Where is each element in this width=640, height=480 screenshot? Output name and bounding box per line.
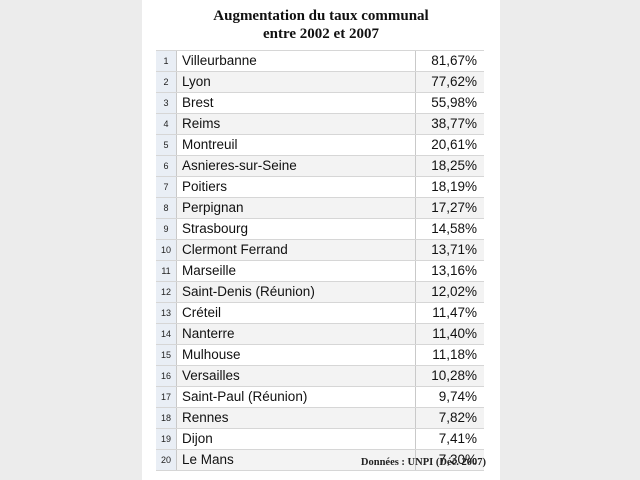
row-number: 3: [156, 93, 177, 113]
city-name: Mulhouse: [177, 345, 416, 365]
table-row: 5 Montreuil 20,61%: [156, 135, 484, 156]
rate-increase-value: 18,25%: [431, 158, 477, 173]
row-number: 13: [156, 303, 177, 323]
rate-increase-value: 12,02%: [431, 284, 477, 299]
city-name: Dijon: [177, 429, 416, 449]
table-row: 16 Versailles 10,28%: [156, 366, 484, 387]
table-row: 4 Reims 38,77%: [156, 114, 484, 135]
table-row: 6 Asnieres-sur-Seine 18,25%: [156, 156, 484, 177]
rate-increase-value: 11,47%: [432, 305, 477, 320]
row-number: 2: [156, 72, 177, 92]
row-number: 4: [156, 114, 177, 134]
city-name: Saint-Paul (Réunion): [177, 387, 416, 407]
row-number: 18: [156, 408, 177, 428]
row-number: 9: [156, 219, 177, 239]
rate-increase-value: 38,77%: [431, 116, 477, 131]
table-row: 11 Marseille 13,16%: [156, 261, 484, 282]
rate-increase-value: 10,28%: [431, 368, 477, 383]
row-number: 16: [156, 366, 177, 386]
table-row: 15 Mulhouse 11,18%: [156, 345, 484, 366]
row-number: 6: [156, 156, 177, 176]
table-row: 3 Brest 55,98%: [156, 93, 484, 114]
table-row: 9 Strasbourg 14,58%: [156, 219, 484, 240]
table-row: 17 Saint-Paul (Réunion) 9,74%: [156, 387, 484, 408]
table-row: 10 Clermont Ferrand 13,71%: [156, 240, 484, 261]
rate-increase-value: 55,98%: [431, 95, 477, 110]
city-name: Rennes: [177, 408, 416, 428]
row-number: 12: [156, 282, 177, 302]
city-name: Le Mans: [177, 450, 416, 470]
table-row: 14 Nanterre 11,40%: [156, 324, 484, 345]
city-name: Villeurbanne: [177, 51, 416, 71]
title-line-2: entre 2002 et 2007: [263, 26, 379, 42]
page-title: Augmentation du taux communal entre 2002…: [142, 7, 500, 43]
rate-increase-value: 13,71%: [431, 242, 477, 257]
city-name: Brest: [177, 93, 416, 113]
row-number: 19: [156, 429, 177, 449]
ranking-table: 1 Villeurbanne 81,67% 2 Lyon 77,62% 3 Brest 55,9…: [156, 50, 484, 471]
row-number: 8: [156, 198, 177, 218]
title-line-1: Augmentation du taux communal: [213, 8, 429, 24]
row-number: 15: [156, 345, 177, 365]
table-row: 7 Poitiers 18,19%: [156, 177, 484, 198]
source-note: Données : UNPI (Déc. 2007): [360, 457, 486, 468]
row-number: 14: [156, 324, 177, 344]
rate-increase-value: 7,82%: [438, 410, 477, 425]
rate-increase-value: 20,61%: [431, 137, 477, 152]
row-number: 1: [156, 51, 177, 71]
rate-increase-value: 14,58%: [431, 221, 477, 236]
table-row: 18 Rennes 7,82%: [156, 408, 484, 429]
row-number: 7: [156, 177, 177, 197]
table-row: 2 Lyon 77,62%: [156, 72, 484, 93]
city-name: Montreuil: [177, 135, 416, 155]
table-row: 8 Perpignan 17,27%: [156, 198, 484, 219]
rate-increase-value: 11,18%: [432, 347, 477, 362]
document-sheet: Augmentation du taux communal entre 2002…: [142, 0, 500, 480]
city-name: Reims: [177, 114, 416, 134]
rate-increase-value: 18,19%: [431, 179, 477, 194]
rate-increase-value: 17,27%: [431, 200, 477, 215]
city-name: Strasbourg: [177, 219, 416, 239]
rate-increase-value: 77,62%: [431, 74, 477, 89]
city-name: Nanterre: [177, 324, 416, 344]
table-row: 12 Saint-Denis (Réunion) 12,02%: [156, 282, 484, 303]
city-name: Saint-Denis (Réunion): [177, 282, 416, 302]
row-number: 17: [156, 387, 177, 407]
rate-increase-value: 9,74%: [438, 389, 477, 404]
rate-increase-value: 7,30%: [438, 452, 477, 467]
city-name: Versailles: [177, 366, 416, 386]
row-number: 10: [156, 240, 177, 260]
city-name: Lyon: [177, 72, 416, 92]
city-name: Asnieres-sur-Seine: [177, 156, 416, 176]
table-row: 19 Dijon 7,41%: [156, 429, 484, 450]
city-name: Marseille: [177, 261, 416, 281]
rate-increase-value: 13,16%: [431, 263, 477, 278]
city-name: Poitiers: [177, 177, 416, 197]
city-name: Créteil: [177, 303, 416, 323]
table-row: 1 Villeurbanne 81,67%: [156, 51, 484, 72]
rate-increase-value: 81,67%: [431, 53, 477, 68]
rate-increase-value: 7,41%: [438, 431, 477, 446]
row-number: 5: [156, 135, 177, 155]
rate-increase-value: 11,40%: [432, 326, 477, 341]
row-number: 20: [156, 450, 177, 470]
table-row: 20 Le Mans 7,30%: [156, 450, 484, 471]
row-number: 11: [156, 261, 177, 281]
city-name: Perpignan: [177, 198, 416, 218]
city-name: Clermont Ferrand: [177, 240, 416, 260]
table-row: 13 Créteil 11,47%: [156, 303, 484, 324]
